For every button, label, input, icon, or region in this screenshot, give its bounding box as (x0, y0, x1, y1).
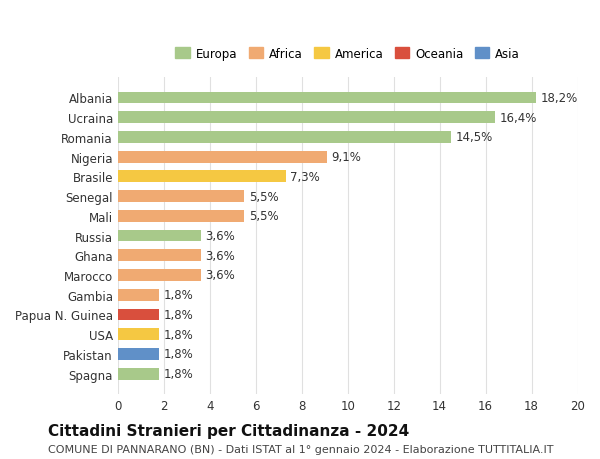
Text: 5,5%: 5,5% (249, 190, 278, 203)
Bar (118, 250, 200, 262)
Text: 1,8%: 1,8% (164, 308, 194, 321)
Bar (118, 368, 159, 380)
Bar (118, 92, 536, 104)
Bar (118, 171, 286, 183)
Text: 5,5%: 5,5% (249, 210, 278, 223)
Text: 1,8%: 1,8% (164, 289, 194, 302)
Text: 9,1%: 9,1% (332, 151, 361, 164)
Bar (118, 348, 159, 360)
Bar (118, 289, 159, 301)
Text: 3,6%: 3,6% (205, 230, 235, 242)
Bar (118, 151, 327, 163)
Text: 3,6%: 3,6% (205, 249, 235, 262)
Text: 7,3%: 7,3% (290, 170, 320, 184)
Text: Cittadini Stranieri per Cittadinanza - 2024: Cittadini Stranieri per Cittadinanza - 2… (48, 423, 409, 438)
Bar (118, 191, 244, 202)
Text: 1,8%: 1,8% (164, 347, 194, 361)
Bar (118, 210, 244, 222)
Bar (118, 269, 200, 281)
Bar (118, 112, 495, 124)
Text: 16,4%: 16,4% (499, 112, 537, 124)
Text: COMUNE DI PANNARANO (BN) - Dati ISTAT al 1° gennaio 2024 - Elaborazione TUTTITAL: COMUNE DI PANNARANO (BN) - Dati ISTAT al… (48, 444, 554, 454)
Bar (118, 132, 451, 144)
Text: 1,8%: 1,8% (164, 367, 194, 381)
Text: 1,8%: 1,8% (164, 328, 194, 341)
Bar (118, 309, 159, 321)
Text: 14,5%: 14,5% (456, 131, 493, 144)
Bar (118, 329, 159, 340)
Bar (118, 230, 200, 242)
Text: 3,6%: 3,6% (205, 269, 235, 282)
Text: 18,2%: 18,2% (541, 92, 578, 105)
Legend: Europa, Africa, America, Oceania, Asia: Europa, Africa, America, Oceania, Asia (171, 43, 525, 65)
